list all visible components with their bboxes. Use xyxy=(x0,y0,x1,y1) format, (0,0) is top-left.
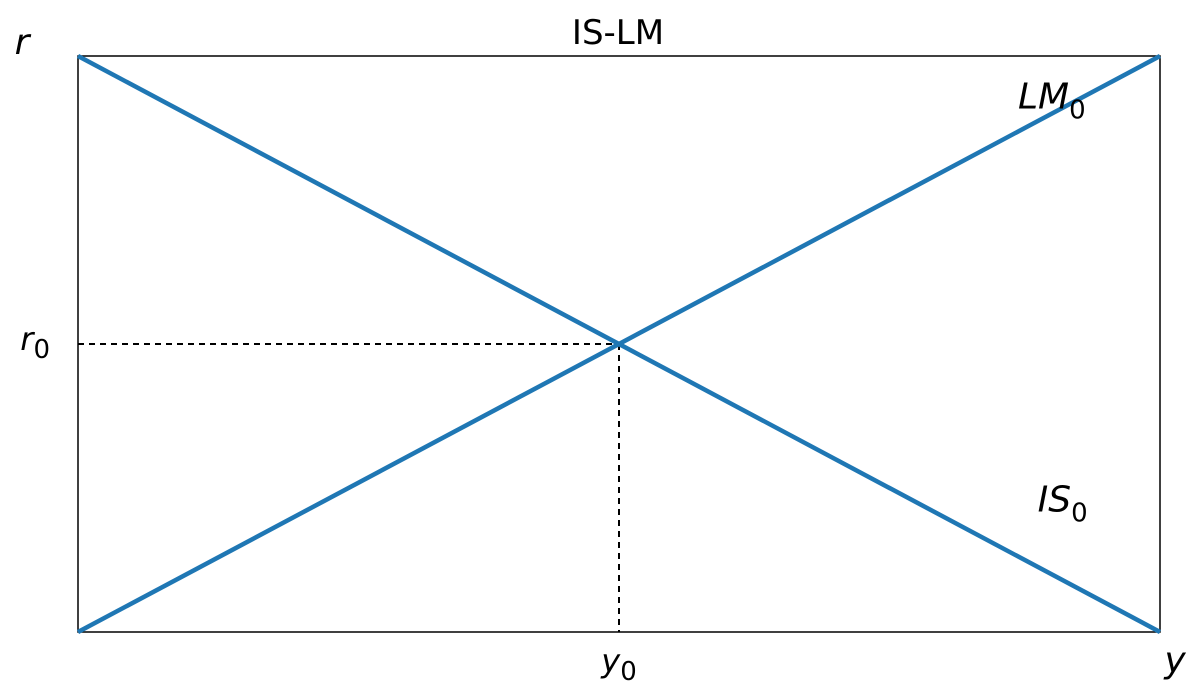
curve-label-is-subscript: 0 xyxy=(1071,499,1088,529)
curve-label-lm: LM0 xyxy=(1018,76,1086,125)
curve-label-lm-subscript: 0 xyxy=(1069,95,1086,125)
x-tick-label-main: y xyxy=(600,642,621,680)
y-tick-label-r0: r0 xyxy=(20,320,50,365)
y-tick-label-main: r xyxy=(20,320,35,358)
curve-label-lm-main: LM xyxy=(1018,76,1069,117)
curve-label-is: IS0 xyxy=(1038,480,1088,529)
curve-label-is-main: IS xyxy=(1038,480,1071,521)
chart-title: IS-LM xyxy=(572,13,664,53)
y-tick-label-subscript: 0 xyxy=(33,335,50,365)
x-axis-label: y xyxy=(1163,640,1186,681)
series-line-lm xyxy=(76,54,1162,634)
y-axis-label: r xyxy=(15,22,32,63)
x-tick-label-subscript: 0 xyxy=(620,657,637,687)
x-tick-label-y0: y0 xyxy=(600,642,636,687)
